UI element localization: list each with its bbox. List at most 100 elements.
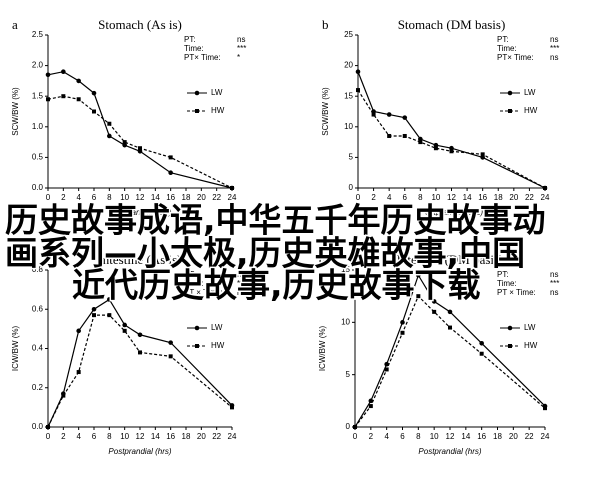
y-tick-label: 0.8 [32,265,44,274]
x-tick-label: 22 [212,193,221,202]
y-tick-label: 20 [344,61,353,70]
y-tick-label: 2.0 [32,61,44,70]
panel-label: b [322,17,329,32]
y-tick-label: 0.6 [32,304,44,313]
point [447,309,453,315]
x-tick-label: 0 [46,432,51,441]
point [61,393,66,398]
stat-value: *** [550,279,559,288]
legend-label: HW [524,106,538,115]
point [355,69,361,75]
point [92,313,96,318]
x-tick-label: 0 [46,193,51,202]
y-axis-label: SCW/BW (%) [321,87,330,136]
point [402,115,408,120]
point [61,69,66,75]
panel-title: Stomach (As is) [98,17,182,32]
x-tick-label: 10 [120,432,129,441]
panel-title: Intestine (DM basis) [397,252,504,267]
stat-value: ns [550,53,558,62]
y-tick-label: 1.0 [32,122,44,131]
stat-value: ns [550,270,558,279]
point [107,133,112,139]
stat-value: *** [237,44,246,53]
legend-marker [194,90,200,96]
legend-marker [195,109,199,113]
stat-label: Time: [497,279,517,288]
stat-label: PT × Time: [184,288,223,297]
point [137,332,143,338]
point [368,404,373,409]
x-tick-label: 6 [92,193,97,202]
x-tick-label: 20 [197,193,206,202]
point [543,186,547,190]
x-tick-label: 24 [541,432,550,441]
legend-label: HW [211,341,225,350]
stat-value: ns [550,35,558,44]
point [353,425,357,429]
point [122,140,127,145]
series-line [47,95,233,189]
legend-label: LW [211,323,223,332]
point [543,406,547,411]
point [46,97,50,102]
x-tick-label: 22 [212,432,221,441]
point [449,149,454,154]
y-tick-label: 0.2 [32,383,44,392]
legend-marker [507,325,513,331]
point [230,405,234,410]
legend-marker [195,344,199,348]
panel: 0.00.20.40.60.80 2 4 6 8 10 12 14 16 18 20 22 24Inte… [11,252,246,456]
stat-label: PT× Time: [497,53,534,62]
stat-label: PT: [497,35,509,44]
y-tick-label: 15 [344,91,353,100]
x-tick-label: 8 [107,193,112,202]
point [400,330,405,335]
point [91,306,97,312]
point [230,186,234,190]
stat-label: Time: [497,44,517,53]
point [168,155,173,160]
overlay-text: 历史故事成语,中华五千年历史故事动 [5,201,546,240]
series-line [47,314,233,428]
x-tick-label: 14 [463,193,472,202]
legend-marker [507,90,513,96]
x-tick-label: 20 [509,193,518,202]
x-tick-label: 8 [107,432,112,441]
x-tick-label: 18 [182,193,191,202]
point [479,340,484,346]
stat-label: PT: [184,35,196,44]
y-tick-label: 0.5 [32,153,44,162]
x-axis-label: Postprandial (hrs) [418,447,481,456]
point [168,354,173,359]
stat-label: PT: [184,270,196,279]
y-tick-label: 10 [344,122,353,131]
x-tick-label: 16 [166,432,175,441]
x-tick-label: 2 [371,193,376,202]
x-tick-label: 20 [197,432,206,441]
point [61,94,66,99]
x-tick-label: 18 [182,432,191,441]
stat-value: ns [237,288,245,297]
point [416,294,421,299]
series-line [357,89,546,189]
series-line [47,298,233,428]
x-tick-label: 22 [525,432,534,441]
y-axis-label: ICW/BW (%) [318,326,327,372]
x-tick-label: 16 [477,432,486,441]
x-axis-label: Postprandial (hrs) [108,447,171,456]
stat-value: ns [237,270,245,279]
x-tick-label: 10 [430,432,439,441]
point [432,309,437,314]
x-tick-label: 24 [228,193,237,202]
legend-marker [194,325,200,331]
panel-label: c [12,252,18,267]
x-tick-label: 8 [418,193,423,202]
overlay-text: 近代历史故事,历史故事下载 [72,266,481,305]
series-line [47,71,233,189]
y-axis-label: SCW/BW (%) [11,87,20,136]
x-tick-label: 2 [61,432,66,441]
stat-label: PT× Time: [184,53,221,62]
point [168,340,173,345]
